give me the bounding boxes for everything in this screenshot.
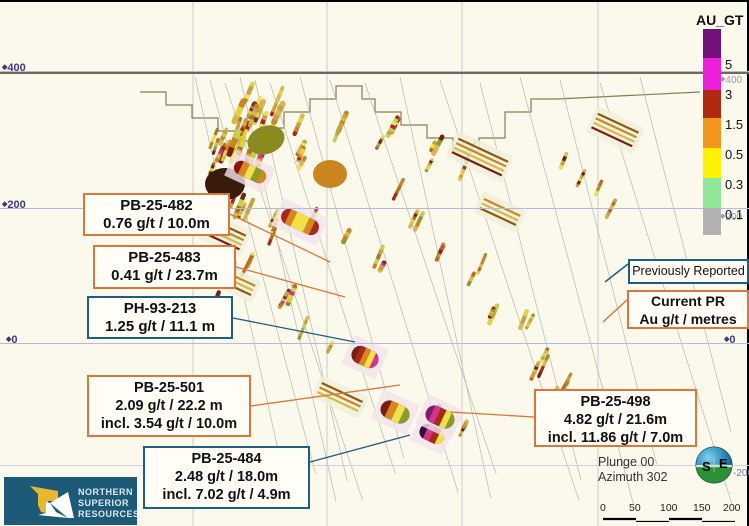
svg-text:E: E (719, 456, 728, 471)
svg-text:0: 0 (600, 502, 606, 514)
svg-text:150: 150 (693, 502, 711, 514)
svg-text:100: 100 (660, 502, 678, 514)
svg-text:S: S (702, 459, 711, 474)
svg-text:200: 200 (723, 502, 740, 514)
svg-text:50: 50 (629, 502, 641, 514)
